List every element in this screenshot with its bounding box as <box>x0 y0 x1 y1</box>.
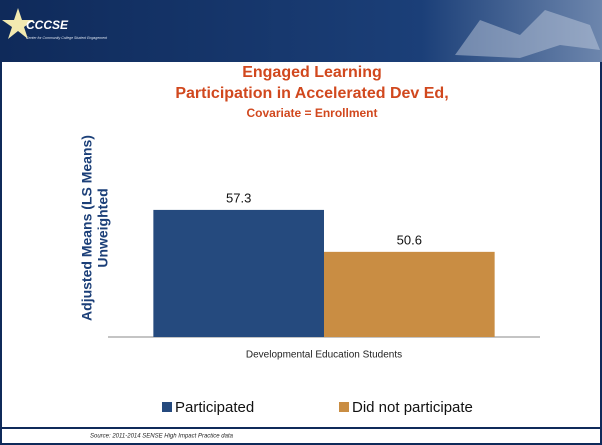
chart-title: Engaged Learning <box>242 64 382 81</box>
legend-label: Participated <box>175 399 254 416</box>
header-bar <box>0 0 602 62</box>
bar <box>153 209 324 337</box>
source: Source: 2011-2014 SENSE High Impact Prac… <box>90 434 234 440</box>
legend-swatch <box>162 402 172 412</box>
bar <box>324 251 495 337</box>
chart-note: Covariate = Enrollment <box>246 106 377 120</box>
legend-label: Did not participate <box>352 399 473 416</box>
logo-text: CCCSE <box>26 18 69 32</box>
y-axis-label: Adjusted Means (LS Means) <box>79 135 95 321</box>
left-border <box>0 62 2 445</box>
x-tick-label: Developmental Education Students <box>246 350 402 361</box>
header-decoration <box>455 10 600 58</box>
right-border <box>600 62 602 445</box>
value-label: 50.6 <box>397 232 422 247</box>
value-label: 57.3 <box>226 190 251 205</box>
legend-swatch <box>339 402 349 412</box>
chart-subtitle: Participation in Accelerated Dev Ed, <box>175 85 448 102</box>
y-axis-label: Unweighted <box>95 188 111 267</box>
logo-subtitle: Center for Community College Student Eng… <box>26 36 108 40</box>
footer-line <box>0 427 602 429</box>
logo-star <box>2 8 34 39</box>
footer-bottom <box>0 443 602 445</box>
